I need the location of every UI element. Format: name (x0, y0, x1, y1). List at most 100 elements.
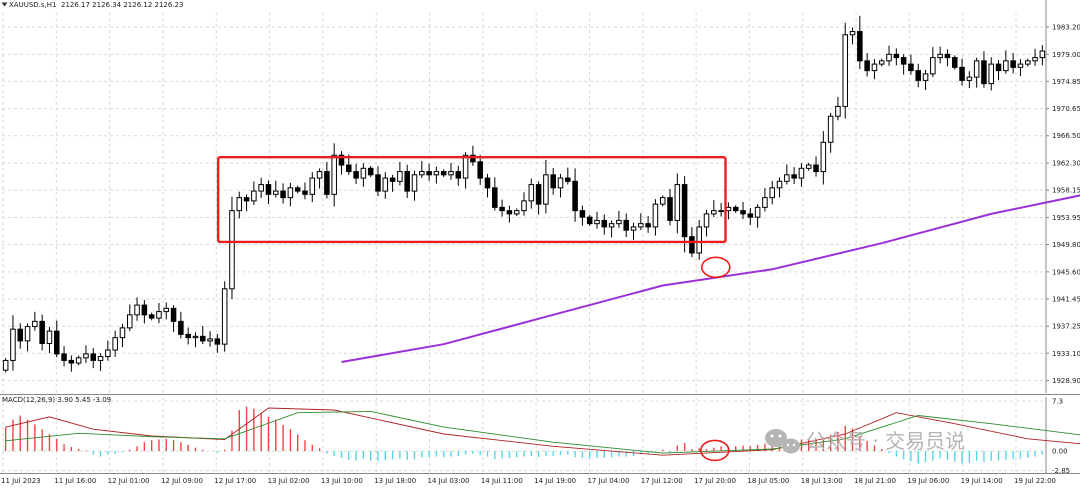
x-tick-label: 12 Jul 09:00 (161, 477, 203, 485)
bullish-candle (163, 307, 170, 313)
y-tick-label: 1979.00 (1052, 51, 1080, 59)
bullish-candle (1003, 60, 1009, 72)
bearish-candle (470, 154, 476, 163)
bullish-candle (513, 210, 520, 215)
bullish-candle (258, 184, 264, 192)
x-tick-label: 14 Jul 19:00 (534, 477, 576, 485)
bullish-candle (696, 226, 702, 254)
bearish-candle (981, 60, 987, 85)
bearish-candle (959, 66, 965, 81)
bearish-candle (338, 154, 345, 166)
bullish-candle (360, 167, 367, 179)
bullish-candle (1024, 60, 1031, 65)
bullish-candle (105, 349, 111, 358)
ma-touch-circle (701, 256, 731, 279)
bearish-candle (681, 184, 688, 238)
bearish-candle (477, 161, 483, 179)
bullish-candle (835, 105, 841, 117)
chart-header: XAUUSD.s,H1 2126.17 2126.34 2126.12 2126… (1, 1, 183, 9)
bearish-candle (893, 53, 900, 59)
bullish-candle (988, 63, 995, 85)
moving-average-layer (341, 194, 1080, 363)
bullish-candle (754, 206, 761, 218)
x-tick-label: 14 Jul 03:00 (428, 477, 470, 485)
macd-fast-line (5, 407, 1080, 456)
bullish-candle (528, 184, 535, 202)
y-tick-label: 1983.20 (1052, 23, 1080, 31)
bullish-candle (886, 53, 892, 62)
bullish-candle (448, 171, 454, 176)
watermark: 公众号 · 交易员说 (765, 429, 965, 454)
bearish-candle (667, 197, 673, 221)
x-tick-label: 12 Jul 17:00 (214, 477, 256, 485)
bullish-candle (221, 288, 228, 345)
bearish-candle (324, 171, 330, 195)
bearish-candle (900, 57, 907, 65)
bearish-candle (499, 206, 505, 212)
bullish-candle (316, 171, 323, 179)
y-tick-label: 1966.50 (1052, 132, 1080, 140)
bearish-candle (506, 210, 513, 215)
bullish-candle (674, 184, 681, 221)
ohlc-label: 2126.17 2126.34 2126.12 2126.23 (61, 1, 183, 9)
y-tick-label: 1941.45 (1052, 295, 1080, 303)
bullish-candle (930, 57, 936, 75)
bearish-candle (302, 190, 308, 195)
bearish-candle (346, 164, 352, 173)
y-tick-label: 1937.25 (1052, 323, 1080, 331)
bearish-candle (747, 213, 754, 218)
bullish-candle (784, 174, 790, 182)
bullish-candle (878, 60, 885, 65)
bullish-candle (433, 171, 440, 176)
bullish-candle (659, 197, 666, 205)
bullish-candle (309, 177, 316, 195)
bearish-candle (367, 167, 374, 176)
macd-y-tick-label: 0.00 (1052, 448, 1068, 456)
consolidation-box (216, 156, 727, 244)
y-tick-label: 1953.95 (1052, 214, 1080, 222)
bearish-candle (492, 187, 498, 208)
x-tick-label: 17 Jul 20:00 (694, 477, 736, 485)
bearish-candle (572, 180, 578, 212)
bullish-candle (769, 187, 775, 199)
macd-y-tick-label: 7.3 (1052, 398, 1063, 406)
bullish-candle (966, 76, 973, 81)
bearish-candle (243, 197, 250, 202)
bullish-candle (273, 190, 279, 195)
bullish-candle (827, 115, 834, 143)
x-tick-label: 18 Jul 05:00 (747, 477, 789, 485)
macd-label: MACD(12,26,9) 3.90 5.45 -3.09 (2, 396, 111, 404)
x-tick-label: 11 Jul 2023 (1, 477, 41, 485)
bullish-candle (462, 154, 469, 179)
bearish-candle (148, 314, 155, 319)
bearish-candle (178, 320, 184, 335)
bearish-candle (455, 171, 462, 179)
bullish-candle (112, 337, 118, 351)
bearish-candle (214, 338, 221, 345)
triangle-down-icon[interactable] (1, 2, 8, 7)
macd-cross-circle (700, 439, 730, 462)
y-tick-label: 1974.85 (1052, 78, 1080, 86)
bearish-candle (732, 206, 739, 212)
bullish-candle (521, 200, 527, 212)
bearish-candle (280, 190, 286, 199)
x-tick-label: 13 Jul 10:00 (321, 477, 363, 485)
x-tick-label: 14 Jul 11:00 (481, 477, 523, 485)
bearish-candle (170, 307, 177, 322)
bearish-candle (265, 184, 272, 195)
macd-grid (0, 397, 1080, 474)
macd-signal-line (5, 410, 1080, 454)
bearish-candle (61, 353, 67, 361)
bullish-candle (820, 141, 827, 173)
bullish-candle (937, 53, 943, 59)
bullish-candle (156, 311, 162, 319)
bullish-candle (842, 34, 848, 107)
bearish-candle (864, 60, 870, 72)
highlight-annotations (216, 156, 731, 462)
bearish-candle (857, 31, 863, 62)
bearish-candle (440, 171, 447, 176)
bearish-candle (90, 353, 97, 361)
bearish-candle (813, 164, 819, 173)
bullish-candle (127, 314, 133, 329)
